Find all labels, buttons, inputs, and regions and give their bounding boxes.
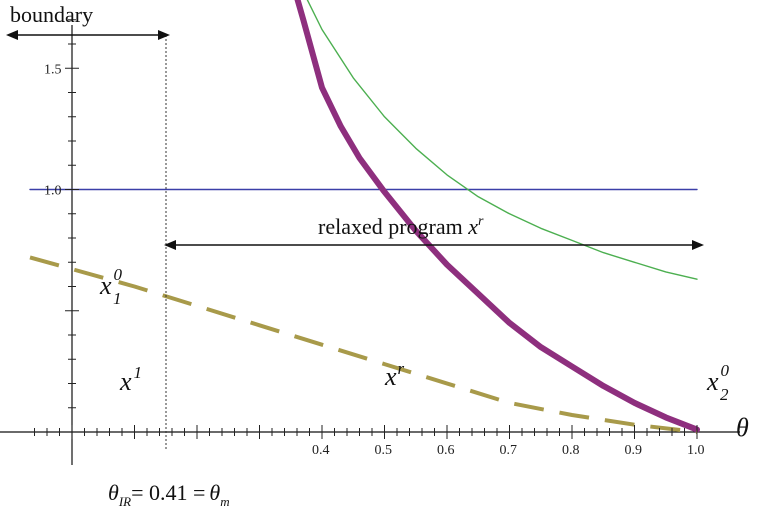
theta-ir-symbol: θ [108,480,119,505]
relaxed-arrowhead-right [692,240,704,250]
x-tick-label: 0.6 [437,443,455,458]
boundary-arrowhead-right [158,30,170,40]
series-line-xr [294,0,700,433]
theta-m-symbol: θ [209,480,220,505]
relaxed-program-r-superscript: r [478,214,484,229]
relaxed-program-annotation: relaxed program xr [164,214,704,250]
x-tick-label: 0.5 [375,443,393,458]
theta-ir-value: = 0.41 = [131,480,205,505]
x-tick-label: 0.8 [562,443,580,458]
series-line-x1 [29,255,698,434]
x-tick-label: 0.4 [312,443,330,458]
theta-m-subscript: m [220,494,229,509]
axes [0,25,740,465]
y-tick-label: 1.0 [44,184,62,199]
series-layer [29,0,700,434]
x-tick-label: 0.9 [625,443,643,458]
theta-ir-subscript: IR [118,494,131,509]
boundary-label: boundary [10,2,93,27]
x-tick-label: 0.7 [500,443,518,458]
relaxed-program-label: relaxed program [318,214,463,239]
boundary-annotation: boundary [6,2,170,40]
y-tick-label: 1.5 [44,62,62,77]
ticks: 0.40.50.60.70.80.91.01.01.52.0 [34,19,705,458]
x-tick-label: 1.0 [687,443,705,458]
series-line-x20 [306,0,698,280]
theta-ir-equation: θIR= 0.41 = θm [108,480,230,509]
boundary-arrowhead-left [6,30,18,40]
relaxed-arrowhead-left [164,240,176,250]
svg-text:relaxed program xr: relaxed program xr [318,214,484,239]
x-axis-label: θ [736,413,749,442]
label-xr: xr [384,359,405,391]
relaxed-program-x-label: x [463,214,479,239]
